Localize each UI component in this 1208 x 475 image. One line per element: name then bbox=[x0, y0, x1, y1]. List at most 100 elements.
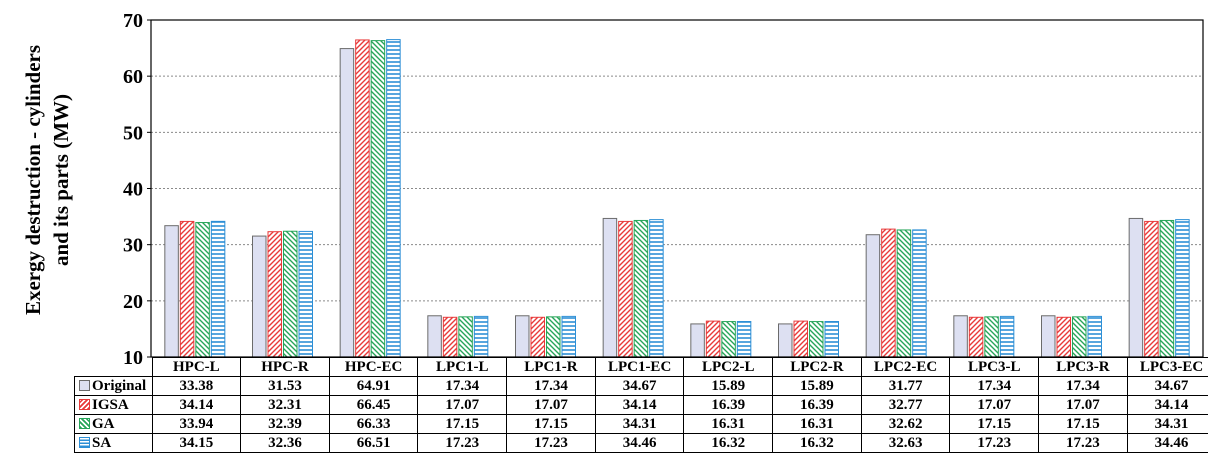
data-table-row: SA 34.15 32.36 66.51 17.23 17.23 34.46 16.32 16.… bbox=[74, 433, 1208, 453]
bar-igsa-lpc2-r bbox=[793, 320, 808, 358]
legend-swatch bbox=[79, 437, 90, 448]
data-value-label: 16.31 bbox=[683, 414, 774, 434]
y-tick-label: 50 bbox=[123, 122, 143, 144]
bar-igsa-lpc2-ec bbox=[881, 228, 896, 358]
legend-swatch bbox=[79, 380, 90, 391]
data-value-label: 66.33 bbox=[328, 414, 419, 434]
bar-sa-lpc2-ec bbox=[912, 229, 927, 358]
data-table-row: GA 33.94 32.39 66.33 17.15 17.15 34.31 16.31 16.… bbox=[74, 414, 1208, 434]
y-axis-title: Exergy destruction - cylinders and its p… bbox=[21, 45, 73, 315]
bar-original-lpc1-ec bbox=[602, 217, 618, 358]
data-value-label: 17.23 bbox=[417, 433, 508, 453]
data-table-row: Original 33.38 31.53 64.91 17.34 17.34 34.67 15… bbox=[74, 376, 1208, 396]
bar-igsa-lpc3-l bbox=[968, 316, 984, 358]
data-table-corner bbox=[75, 358, 153, 377]
data-value-label: 32.39 bbox=[240, 414, 330, 434]
bars bbox=[164, 39, 1190, 358]
data-value-label: 34.14 bbox=[151, 395, 242, 415]
bar-original-lpc3-ec bbox=[1128, 217, 1144, 358]
bar-original-hpc-l bbox=[164, 225, 179, 358]
series-name: Original bbox=[92, 378, 147, 394]
bar-ga-lpc2-l bbox=[721, 321, 736, 358]
series-legend-entry: IGSA bbox=[74, 395, 153, 415]
bar-ga-lpc1-l bbox=[458, 316, 473, 358]
bar-igsa-hpc-ec bbox=[355, 39, 370, 358]
data-value-label: 17.34 bbox=[417, 376, 508, 396]
gridlines bbox=[151, 75, 1203, 302]
data-value-label: 17.23 bbox=[1038, 433, 1128, 453]
bar-igsa-lpc2-l bbox=[705, 320, 721, 358]
y-tick-label: 40 bbox=[123, 179, 143, 201]
bar-sa-lpc2-l bbox=[736, 321, 752, 358]
data-value-label: 66.45 bbox=[328, 395, 419, 415]
category-label: LPC3-R bbox=[1038, 357, 1128, 377]
bar-sa-lpc1-r bbox=[561, 315, 576, 358]
category-label: LPC1-L bbox=[417, 357, 508, 377]
data-value-label: 66.51 bbox=[328, 433, 419, 453]
data-value-label: 34.46 bbox=[594, 433, 685, 453]
data-value-label: 32.31 bbox=[240, 395, 330, 415]
data-value-label: 15.89 bbox=[772, 376, 862, 396]
data-value-label: 17.34 bbox=[1038, 376, 1128, 396]
legend-swatch bbox=[79, 418, 90, 429]
data-value-label: 17.34 bbox=[949, 376, 1040, 396]
category-label: LPC3-L bbox=[949, 357, 1040, 377]
category-label: HPC-L bbox=[151, 357, 242, 377]
bar-original-hpc-r bbox=[252, 235, 267, 358]
data-value-label: 64.91 bbox=[328, 376, 419, 396]
data-value-label: 17.23 bbox=[949, 433, 1040, 453]
data-value-label: 16.32 bbox=[772, 433, 862, 453]
y-tick-label: 10 bbox=[123, 347, 143, 369]
bar-ga-lpc3-ec bbox=[1159, 219, 1175, 358]
data-value-label: 34.67 bbox=[1126, 376, 1208, 396]
data-value-label: 34.67 bbox=[594, 376, 685, 396]
bar-original-lpc3-l bbox=[953, 315, 968, 358]
series-legend-entry: GA bbox=[74, 414, 153, 434]
data-value-label: 16.39 bbox=[772, 395, 862, 415]
data-value-label: 17.15 bbox=[506, 414, 596, 434]
data-value-label: 33.38 bbox=[151, 376, 242, 396]
bar-ga-hpc-ec bbox=[370, 40, 386, 358]
bar-original-lpc1-l bbox=[427, 315, 442, 358]
data-value-label: 17.15 bbox=[417, 414, 508, 434]
y-tick-label: 30 bbox=[123, 235, 143, 257]
bar-ga-hpc-l bbox=[195, 222, 210, 358]
data-value-label: 17.15 bbox=[949, 414, 1040, 434]
legend-swatch bbox=[79, 399, 90, 410]
data-value-label: 17.15 bbox=[1038, 414, 1128, 434]
bar-igsa-lpc1-r bbox=[530, 316, 545, 358]
data-value-label: 34.14 bbox=[594, 395, 685, 415]
bar-sa-hpc-l bbox=[210, 220, 226, 358]
data-value-label: 31.77 bbox=[860, 376, 951, 396]
data-value-label: 17.07 bbox=[1038, 395, 1128, 415]
y-tick-label: 70 bbox=[123, 10, 143, 32]
data-value-label: 16.31 bbox=[772, 414, 862, 434]
bar-original-lpc3-r bbox=[1041, 315, 1056, 358]
bar-ga-lpc1-r bbox=[546, 316, 561, 358]
category-label: LPC1-EC bbox=[594, 357, 685, 377]
bar-igsa-lpc3-r bbox=[1056, 316, 1071, 358]
data-value-label: 17.07 bbox=[949, 395, 1040, 415]
bar-sa-lpc3-ec bbox=[1175, 219, 1190, 358]
data-table-header-row: HPC-L HPC-R HPC-EC LPC1-L LPC1-R LPC1-EC LPC2-… bbox=[75, 357, 1208, 377]
data-value-label: 16.32 bbox=[683, 433, 774, 453]
bar-ga-lpc2-r bbox=[809, 321, 824, 358]
data-value-label: 16.39 bbox=[683, 395, 774, 415]
data-table-row: IGSA 34.14 32.31 66.45 17.07 17.07 34.14 16.39 1… bbox=[74, 395, 1208, 415]
data-value-label: 31.53 bbox=[240, 376, 330, 396]
bar-igsa-hpc-r bbox=[267, 231, 282, 358]
bar-igsa-lpc1-ec bbox=[618, 220, 633, 358]
data-value-label: 15.89 bbox=[683, 376, 774, 396]
bar-ga-lpc1-ec bbox=[633, 219, 649, 358]
category-label: LPC2-EC bbox=[860, 357, 951, 377]
series-name: GA bbox=[92, 416, 115, 432]
y-tick-label: 20 bbox=[123, 291, 143, 313]
data-value-label: 32.36 bbox=[240, 433, 330, 453]
data-value-label: 32.63 bbox=[860, 433, 951, 453]
bar-sa-lpc3-r bbox=[1087, 315, 1102, 358]
data-value-label: 33.94 bbox=[151, 414, 242, 434]
y-axis-title-line-1: Exergy destruction - cylinders bbox=[21, 45, 45, 315]
bar-original-hpc-ec bbox=[339, 48, 355, 358]
category-label: HPC-EC bbox=[328, 357, 419, 377]
